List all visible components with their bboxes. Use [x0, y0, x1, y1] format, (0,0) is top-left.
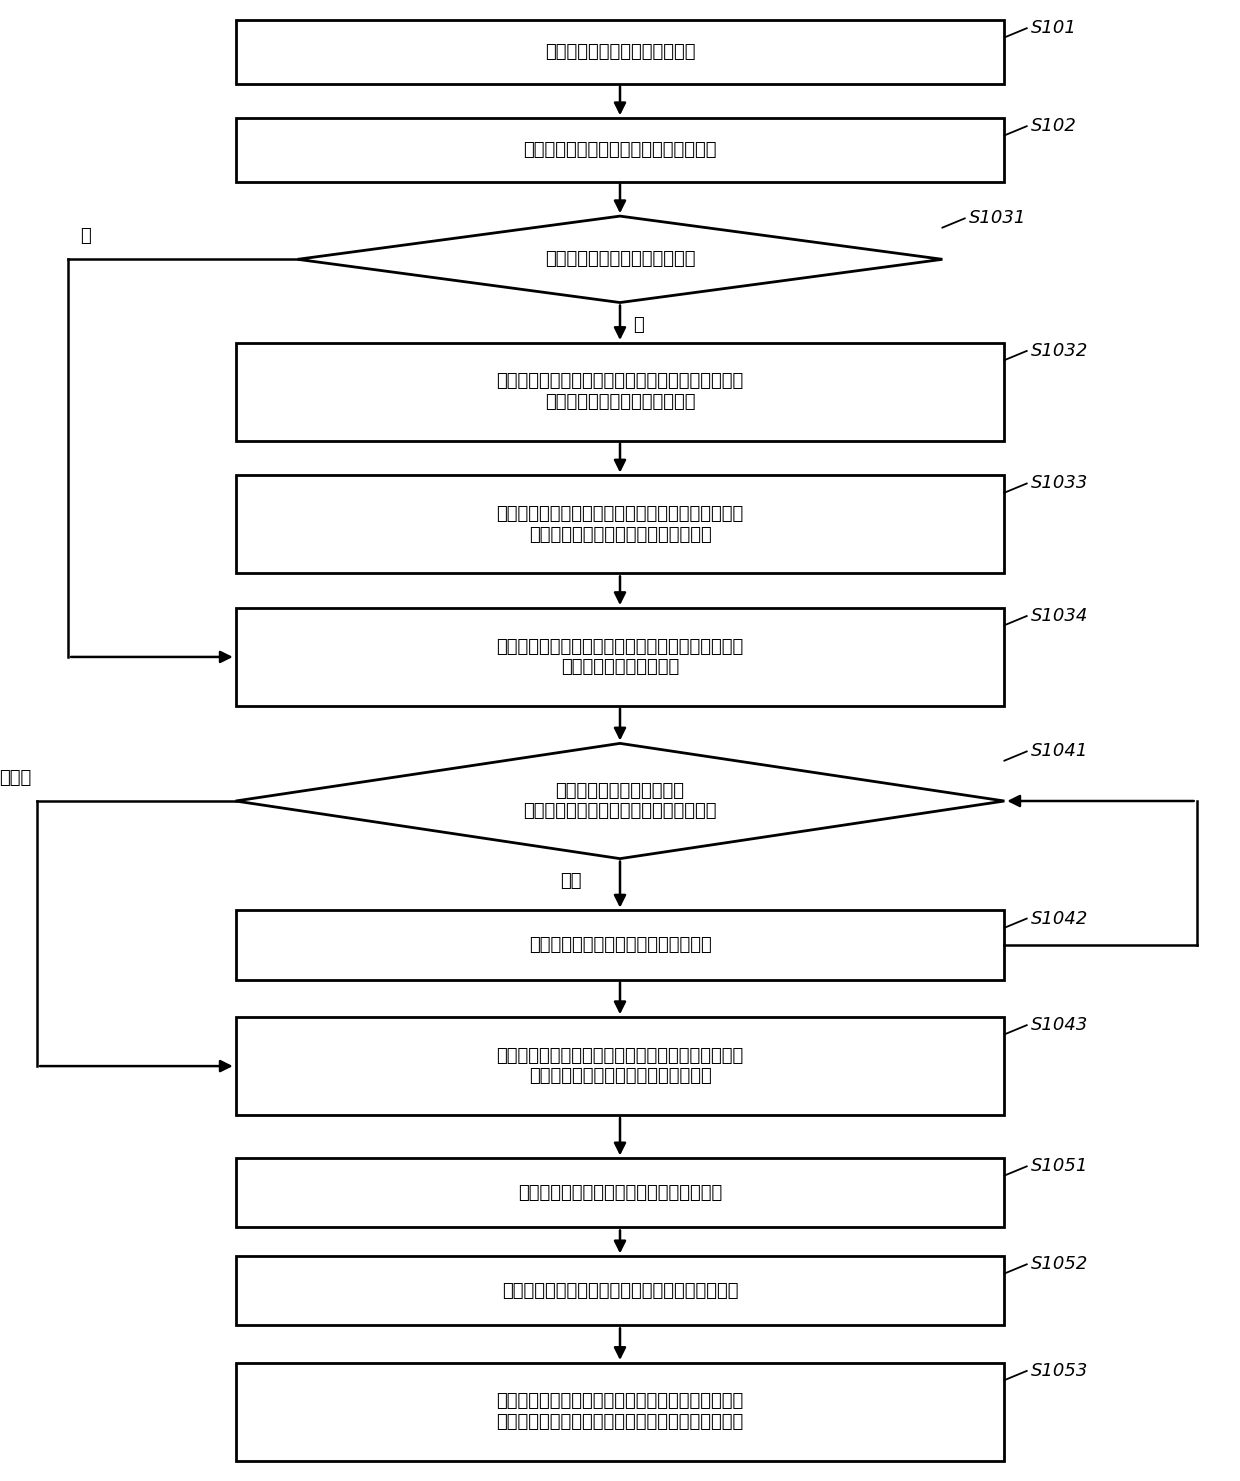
Text: 判断电台索引值的长度是否统一: 判断电台索引值的长度是否统一 — [544, 250, 696, 268]
Text: S1032: S1032 — [1030, 342, 1087, 360]
Text: S1053: S1053 — [1030, 1363, 1087, 1380]
Text: 从电台索引值中确定最长字符的电台索引值、以及最
长字符的电台索引值的第一长度: 从电台索引值中确定最长字符的电台索引值、以及最 长字符的电台索引值的第一长度 — [496, 372, 744, 412]
Text: S101: S101 — [1030, 19, 1076, 37]
Text: S1034: S1034 — [1030, 607, 1087, 625]
Text: S1031: S1031 — [968, 209, 1025, 228]
Text: 获取多个待存储的调频广播电台: 获取多个待存储的调频广播电台 — [544, 43, 696, 61]
Text: 不相同: 不相同 — [0, 769, 31, 788]
FancyBboxPatch shape — [236, 475, 1004, 573]
Text: 将长度小于第一长度的电台索引值的长度增加至第一
长度，以对电台索引值的长度进行统一: 将长度小于第一长度的电台索引值的长度增加至第一 长度，以对电台索引值的长度进行统… — [496, 505, 744, 544]
Polygon shape — [298, 216, 942, 302]
Text: 将序号、目标序号、起始电台索引值和差异值进行关
联存储，以实现对多个待存储的调频广播电台的存储: 将序号、目标序号、起始电台索引值和差异值进行关 联存储，以实现对多个待存储的调频… — [496, 1392, 744, 1431]
Polygon shape — [236, 743, 1004, 859]
Text: 根据数值大小对长度统一的电台索引值进行排序，得
到每一电台索引值的序号: 根据数值大小对长度统一的电台索引值进行排序，得 到每一电台索引值的序号 — [496, 637, 744, 677]
FancyBboxPatch shape — [236, 1256, 1004, 1325]
FancyBboxPatch shape — [236, 21, 1004, 83]
Text: 从序号中确定最小的序号，以得到目标序号: 从序号中确定最小的序号，以得到目标序号 — [518, 1183, 722, 1203]
Text: 对于序号中任意相邻的两个
电台索引值，比较最高位的数值是否相同: 对于序号中任意相邻的两个 电台索引值，比较最高位的数值是否相同 — [523, 782, 717, 820]
Text: S1052: S1052 — [1030, 1256, 1087, 1274]
FancyBboxPatch shape — [236, 344, 1004, 441]
FancyBboxPatch shape — [236, 911, 1004, 979]
Text: 是: 是 — [81, 228, 92, 246]
Text: 将目标序号对应的电台索引值作为起始电台索引值: 将目标序号对应的电台索引值作为起始电台索引值 — [502, 1283, 738, 1300]
Text: S1041: S1041 — [1030, 742, 1087, 760]
Text: 利用最高位的下一位对最高位进行更新: 利用最高位的下一位对最高位进行更新 — [528, 936, 712, 954]
Text: S1051: S1051 — [1030, 1157, 1087, 1176]
Text: S1043: S1043 — [1030, 1016, 1087, 1034]
Text: 相同: 相同 — [559, 872, 582, 890]
Text: S1042: S1042 — [1030, 909, 1087, 927]
FancyBboxPatch shape — [236, 609, 1004, 706]
Text: 确定每一调频广播电台对应的电台索引值: 确定每一调频广播电台对应的电台索引值 — [523, 141, 717, 158]
Text: 否: 否 — [634, 317, 644, 335]
FancyBboxPatch shape — [236, 118, 1004, 182]
Text: S1033: S1033 — [1030, 474, 1087, 493]
Text: 将序号较大的电台索引值中最高位至最低位的数值作
为序号较大的电台索引值对应的差异值: 将序号较大的电台索引值中最高位至最低位的数值作 为序号较大的电台索引值对应的差异… — [496, 1047, 744, 1086]
FancyBboxPatch shape — [236, 1158, 1004, 1228]
FancyBboxPatch shape — [236, 1017, 1004, 1115]
Text: S102: S102 — [1030, 117, 1076, 135]
FancyBboxPatch shape — [236, 1363, 1004, 1460]
